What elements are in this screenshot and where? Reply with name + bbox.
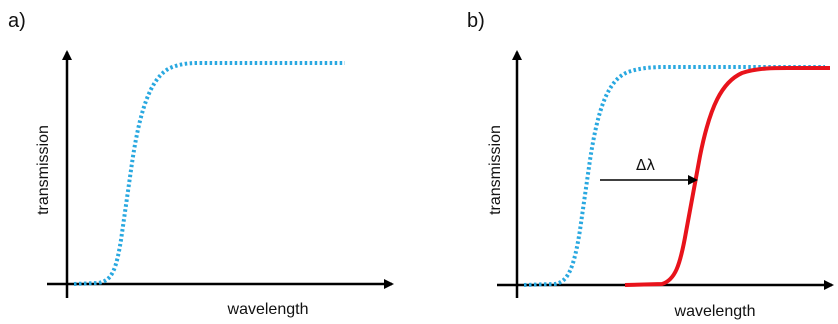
panel-a-y-label: transmission <box>35 125 52 215</box>
panel-b: b) transmission wavelength Δλ <box>467 10 834 320</box>
panel-b-shifted-curve <box>624 65 830 287</box>
panel-a-label: a) <box>8 10 26 32</box>
panel-a-x-label: wavelength <box>227 301 309 318</box>
panel-b-shift-label: Δλ <box>636 156 655 174</box>
panel-a-transmission-curve <box>73 60 345 286</box>
panel-b-x-label: wavelength <box>674 303 756 320</box>
panel-b-y-label: transmission <box>487 125 504 215</box>
panel-b-label: b) <box>467 10 485 32</box>
panel-b-original-curve <box>523 64 825 287</box>
panel-a: a) transmission wavelength <box>8 10 394 318</box>
